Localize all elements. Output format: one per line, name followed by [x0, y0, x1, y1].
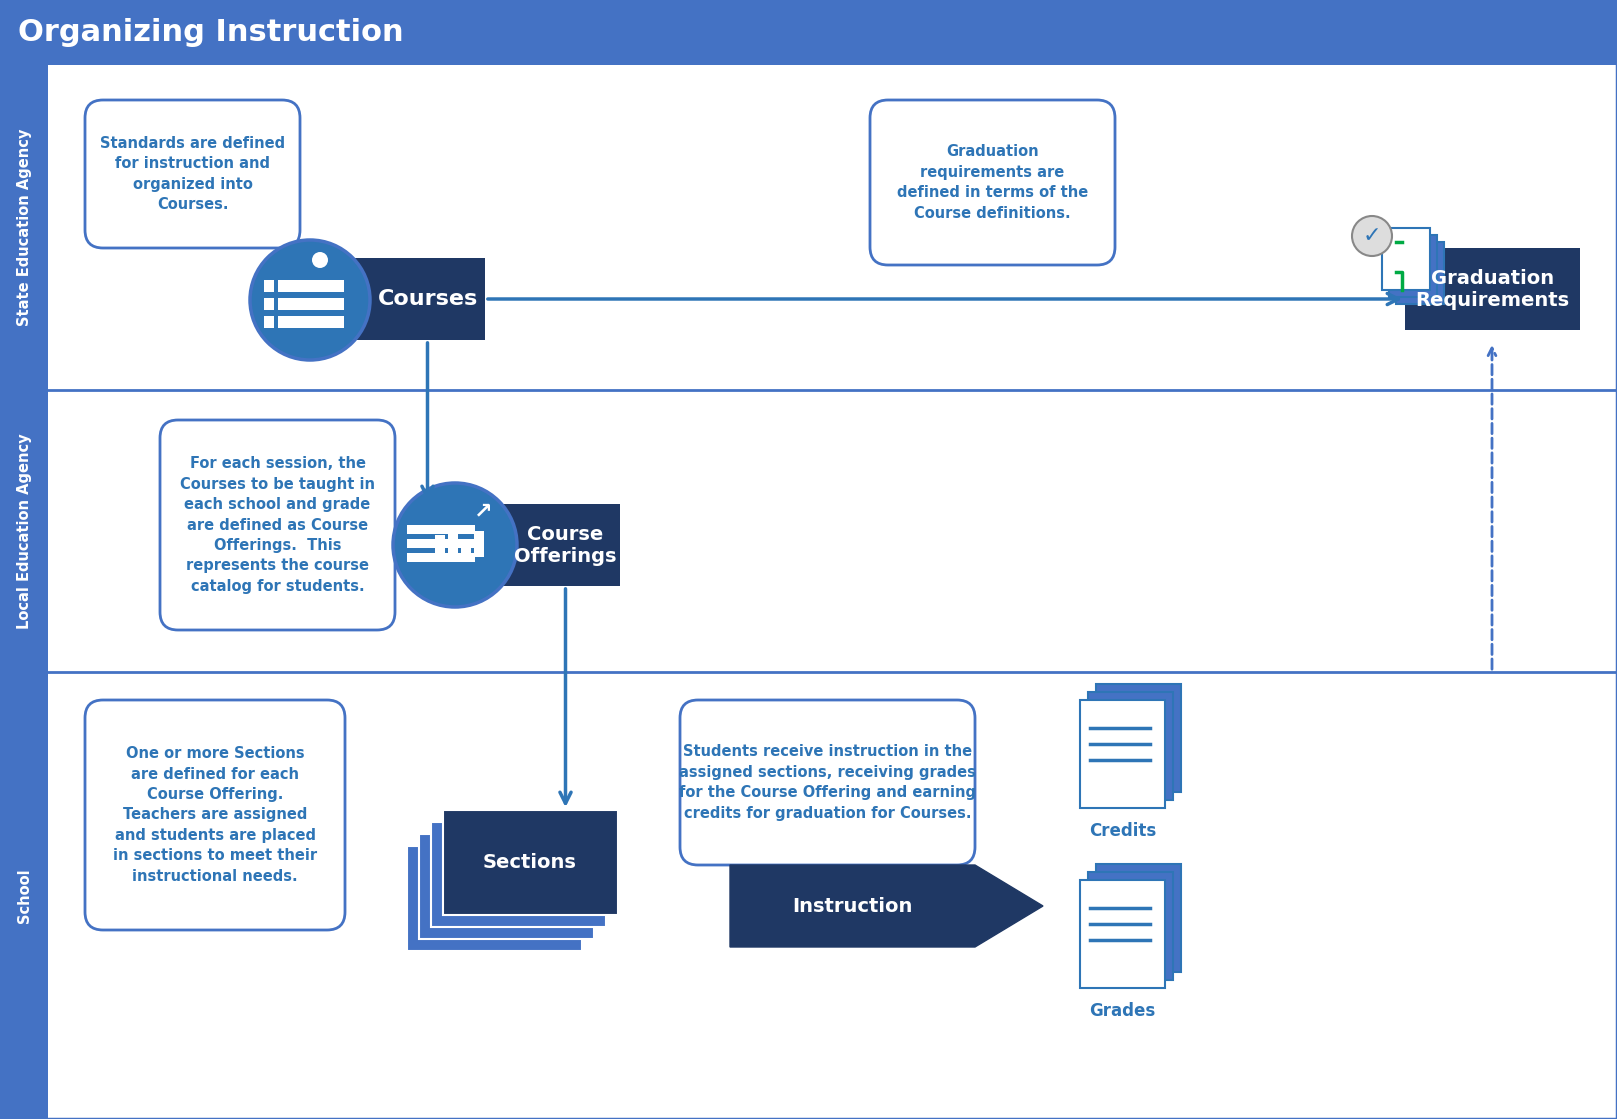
Text: Grades: Grades: [1090, 1002, 1156, 1021]
Circle shape: [393, 483, 517, 606]
Polygon shape: [729, 865, 1043, 947]
Text: Graduation
Requirements: Graduation Requirements: [1415, 269, 1570, 310]
Text: Local Education Agency: Local Education Agency: [16, 433, 31, 629]
Text: Students receive instruction in the
assigned sections, receiving grades
for the : Students receive instruction in the assi…: [679, 744, 977, 820]
Text: ✓: ✓: [1363, 226, 1381, 246]
FancyBboxPatch shape: [160, 420, 395, 630]
FancyBboxPatch shape: [1088, 872, 1172, 980]
FancyBboxPatch shape: [870, 100, 1116, 265]
FancyBboxPatch shape: [681, 700, 975, 865]
Text: Standards are defined
for instruction and
organized into
Courses.: Standards are defined for instruction an…: [100, 135, 285, 213]
FancyBboxPatch shape: [0, 391, 49, 673]
FancyBboxPatch shape: [419, 834, 593, 939]
FancyBboxPatch shape: [407, 539, 475, 548]
Text: Organizing Instruction: Organizing Instruction: [18, 18, 404, 47]
FancyBboxPatch shape: [278, 316, 344, 328]
FancyBboxPatch shape: [1389, 235, 1438, 297]
Text: State Education Agency: State Education Agency: [16, 129, 31, 326]
Text: Credits: Credits: [1088, 822, 1156, 840]
Text: ↗: ↗: [474, 501, 492, 521]
FancyBboxPatch shape: [1405, 248, 1580, 330]
Text: Instruction: Instruction: [792, 896, 912, 915]
FancyBboxPatch shape: [443, 810, 618, 915]
Text: Course
Offerings: Course Offerings: [514, 525, 616, 565]
Text: Graduation
requirements are
defined in terms of the
Course definitions.: Graduation requirements are defined in t…: [897, 144, 1088, 220]
Text: Sections: Sections: [483, 853, 577, 872]
Text: Courses: Courses: [377, 289, 477, 309]
FancyBboxPatch shape: [86, 700, 344, 930]
Circle shape: [312, 252, 328, 267]
FancyBboxPatch shape: [448, 525, 458, 557]
Circle shape: [251, 239, 370, 360]
FancyBboxPatch shape: [278, 298, 344, 310]
FancyBboxPatch shape: [1096, 864, 1180, 972]
FancyBboxPatch shape: [1383, 228, 1429, 290]
FancyBboxPatch shape: [0, 65, 49, 391]
FancyBboxPatch shape: [0, 673, 49, 1119]
FancyBboxPatch shape: [0, 673, 1617, 1119]
Text: One or more Sections
are defined for each
Course Offering.
Teachers are assigned: One or more Sections are defined for eac…: [113, 746, 317, 884]
Text: School: School: [16, 868, 31, 923]
FancyBboxPatch shape: [454, 504, 619, 586]
FancyBboxPatch shape: [407, 553, 475, 562]
FancyBboxPatch shape: [0, 391, 1617, 673]
FancyBboxPatch shape: [264, 280, 273, 292]
FancyBboxPatch shape: [278, 280, 344, 292]
Text: For each session, the
Courses to be taught in
each school and grade
are defined : For each session, the Courses to be taug…: [179, 457, 375, 594]
FancyBboxPatch shape: [264, 298, 273, 310]
FancyBboxPatch shape: [1395, 242, 1444, 304]
FancyBboxPatch shape: [1096, 684, 1180, 792]
FancyBboxPatch shape: [1080, 700, 1164, 808]
FancyBboxPatch shape: [474, 532, 483, 557]
FancyBboxPatch shape: [407, 525, 475, 534]
FancyBboxPatch shape: [430, 822, 605, 927]
FancyBboxPatch shape: [86, 100, 301, 248]
FancyBboxPatch shape: [264, 316, 273, 328]
FancyBboxPatch shape: [1080, 880, 1164, 988]
Circle shape: [1352, 216, 1392, 256]
FancyBboxPatch shape: [0, 65, 1617, 391]
FancyBboxPatch shape: [1088, 692, 1172, 800]
FancyBboxPatch shape: [461, 539, 471, 557]
FancyBboxPatch shape: [310, 258, 485, 340]
FancyBboxPatch shape: [406, 846, 582, 951]
FancyBboxPatch shape: [435, 535, 445, 557]
FancyBboxPatch shape: [0, 0, 1617, 65]
